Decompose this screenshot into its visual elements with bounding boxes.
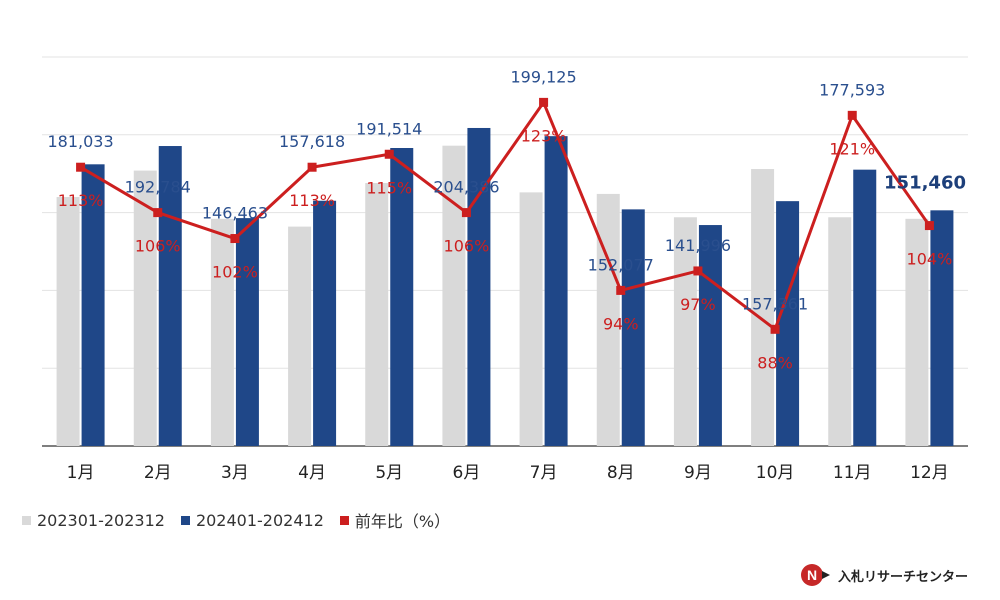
ratio-point (384, 149, 394, 159)
value-label: 141,996 (665, 236, 731, 255)
bar-2024-8 (621, 209, 645, 446)
bar-2024-12 (930, 210, 954, 446)
value-label: 151,460 (884, 173, 966, 194)
x-tick-label: 1月 (67, 463, 95, 483)
bar-series (56, 127, 954, 447)
pct-label: 123% (521, 126, 567, 145)
gridlines (42, 56, 968, 447)
value-label: 146,463 (202, 204, 268, 223)
ratio-line-series (76, 97, 934, 334)
bar-2024-2 (158, 146, 182, 447)
legend-item-2023[interactable]: 202301-202312 (22, 511, 165, 530)
pct-label: 106% (444, 237, 490, 256)
x-tick-label: 6月 (453, 463, 481, 483)
bar-2023-4 (288, 226, 312, 446)
bar-2023-3 (210, 218, 234, 446)
x-tick-label: 2月 (144, 463, 172, 483)
bar-2024-4 (313, 200, 337, 446)
pct-label: 104% (907, 250, 953, 269)
bar-2023-10 (751, 169, 775, 447)
legend-item-ratio[interactable]: 前年比（%） (339, 508, 451, 532)
x-tick-label: 12月 (910, 463, 949, 483)
pct-label: 97% (680, 295, 716, 314)
ratio-point (847, 110, 857, 120)
x-tick-label: 9月 (684, 463, 712, 483)
x-tick-label: 10月 (756, 463, 795, 483)
pct-label: 115% (366, 178, 412, 197)
ratio-point (461, 208, 471, 218)
value-label: 157,361 (742, 294, 808, 313)
bar-2024-1 (81, 164, 105, 446)
legend-label-ratio: 前年比（%） (354, 512, 451, 531)
pct-label: 113% (58, 191, 104, 210)
bar-2024-10 (776, 201, 800, 446)
pct-label: 94% (603, 314, 639, 333)
ratio-point (770, 324, 780, 334)
bar-2023-11 (828, 217, 852, 446)
ratio-point (539, 97, 549, 107)
brand-name: 入札リサーチセンター (838, 569, 969, 585)
pct-label: 102% (212, 263, 258, 282)
legend-swatch-2024 (180, 515, 190, 525)
pct-label: 113% (289, 191, 335, 210)
bar-2023-7 (519, 192, 543, 446)
value-label: 152,077 (588, 255, 654, 274)
bar-2023-6 (442, 145, 466, 446)
x-tick-label: 5月 (375, 463, 403, 483)
bar-2023-8 (596, 193, 620, 446)
x-tick-label: 3月 (221, 463, 249, 483)
ratio-point (76, 162, 86, 172)
pct-label: 121% (829, 139, 875, 158)
x-tick-label: 7月 (530, 463, 558, 483)
brand-logo-block: N 入札リサーチセンター (800, 562, 968, 588)
x-axis-ticks: 1月 2月 3月 4月 5月 6月 7月 8月 9月 10月 11月 12月 (67, 463, 949, 483)
value-label: 181,033 (47, 132, 113, 151)
pct-label: 106% (135, 237, 181, 256)
bar-2023-1 (56, 197, 80, 446)
bar-2023-5 (365, 183, 389, 446)
brand-logo-icon: N (801, 564, 830, 586)
x-tick-label: 8月 (607, 463, 635, 483)
ratio-point (307, 162, 317, 172)
value-label: 192,784 (125, 178, 191, 197)
pct-label: 88% (757, 353, 793, 372)
x-tick-label: 11月 (833, 463, 872, 483)
bar-2024-9 (698, 225, 722, 446)
ratio-point (616, 285, 626, 295)
bar-2024-6 (467, 127, 491, 446)
value-label: 204,386 (433, 178, 499, 197)
ratio-point (693, 266, 703, 276)
legend-label-2024: 202401-202412 (195, 510, 324, 530)
value-label: 191,514 (356, 119, 422, 138)
bar-2024-5 (390, 148, 414, 446)
ratio-point (153, 208, 163, 218)
brand-logo-letter: N (807, 567, 817, 583)
ratio-point (924, 221, 934, 231)
bar-2024-3 (235, 218, 259, 446)
bar-2023-2 (133, 170, 157, 446)
ratio-line (79, 100, 931, 331)
value-label: 177,593 (819, 80, 885, 99)
value-label: 199,125 (510, 67, 576, 86)
data-labels: 181,033 192,784 146,463 157,618 191,514 204,3… (47, 67, 966, 372)
x-tick-label: 4月 (298, 463, 326, 483)
legend-label-2023: 202301-202312 (37, 510, 165, 530)
value-label: 157,618 (279, 132, 345, 151)
legend-swatch-2023 (22, 515, 31, 525)
bar-2023-12 (905, 218, 929, 446)
legend-swatch-ratio (339, 515, 349, 525)
ratio-point (230, 234, 240, 244)
legend: 202301-202312 202401-202412 前年比（%） (22, 508, 466, 532)
bar-2024-7 (544, 136, 568, 446)
legend-item-2024[interactable]: 202401-202412 (180, 510, 324, 530)
bar-2024-11 (853, 169, 877, 447)
